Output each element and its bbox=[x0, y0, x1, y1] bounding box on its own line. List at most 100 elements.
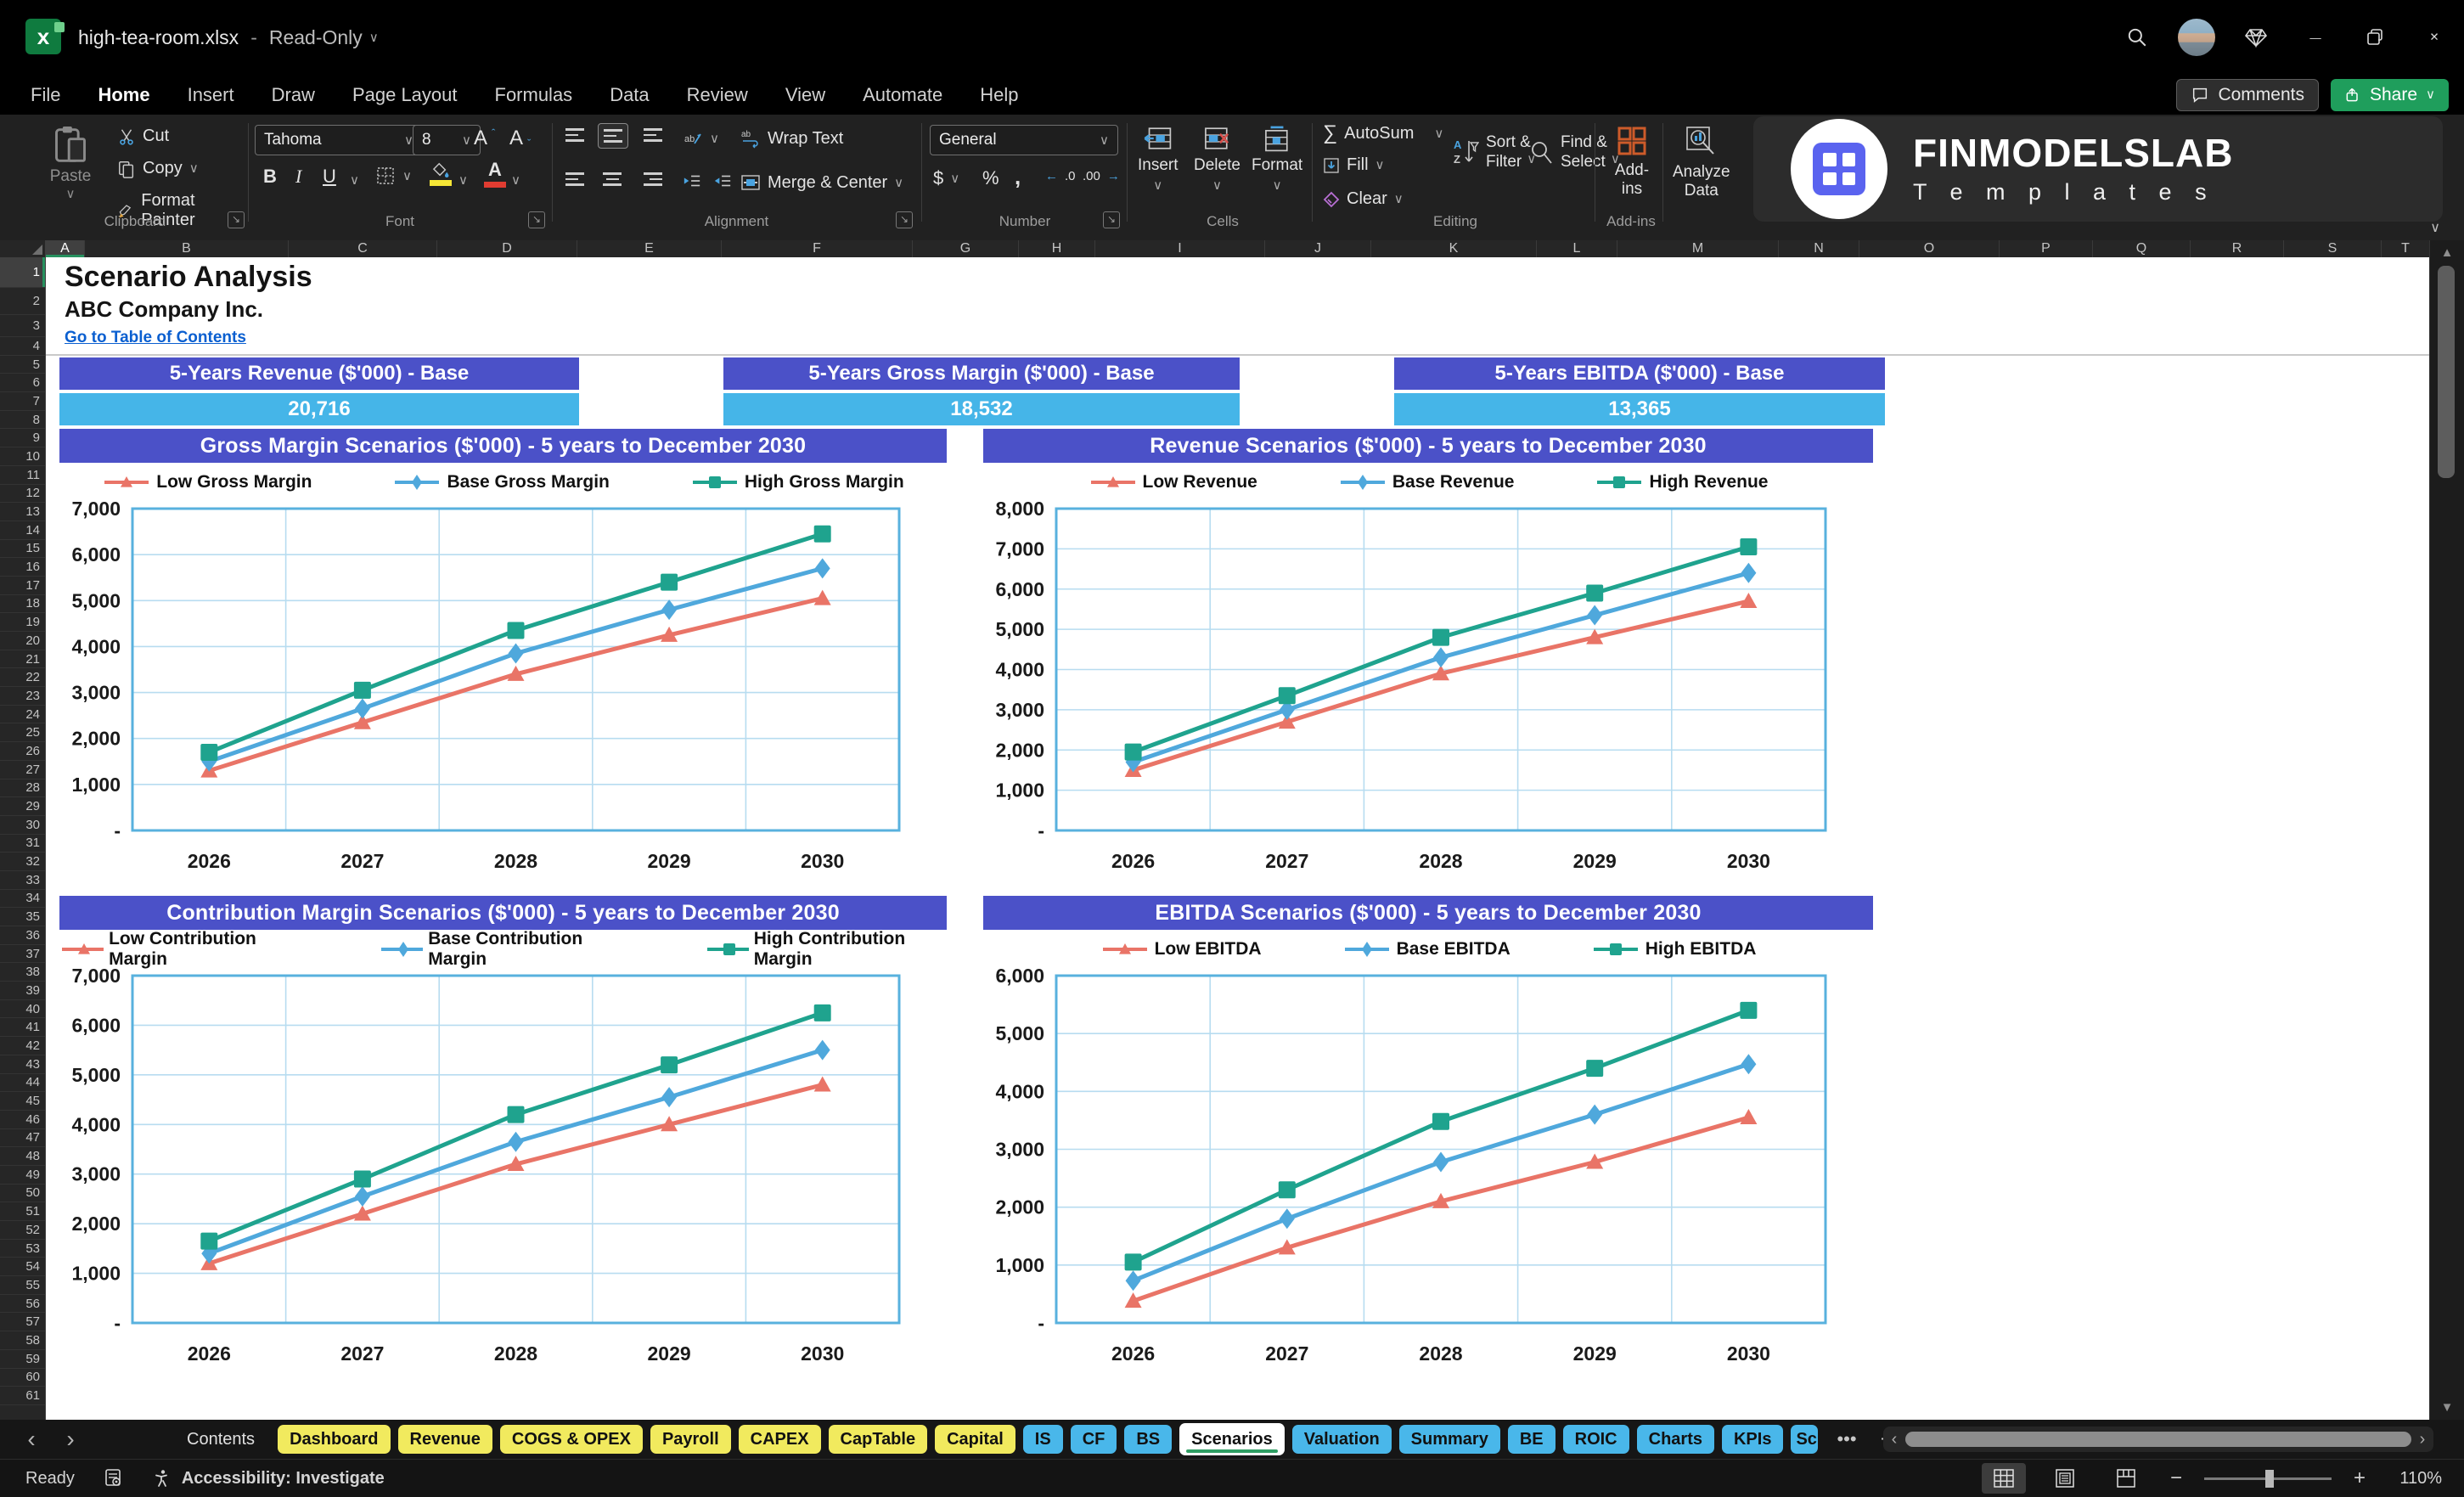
column-header-M[interactable]: M bbox=[1617, 240, 1779, 257]
row-header-48[interactable]: 48 bbox=[0, 1147, 45, 1166]
row-header-5[interactable]: 5 bbox=[0, 356, 45, 374]
comments-button[interactable]: Comments bbox=[2176, 78, 2319, 111]
column-header-D[interactable]: D bbox=[437, 240, 577, 257]
number-format-select[interactable]: General ∨ bbox=[930, 125, 1118, 155]
premium-button[interactable] bbox=[2226, 0, 2286, 75]
zoom-slider-thumb[interactable] bbox=[2264, 1469, 2274, 1488]
sort-filter-button[interactable]: A Z Sort & Filter ∨ bbox=[1454, 133, 1537, 171]
scroll-up-icon[interactable]: ▲ bbox=[2440, 245, 2454, 260]
row-header-57[interactable]: 57 bbox=[0, 1313, 45, 1332]
ribbon-tab-data[interactable]: Data bbox=[591, 75, 667, 115]
align-center-button[interactable] bbox=[598, 167, 627, 191]
increase-decimal-button[interactable]: ← .0 bbox=[1045, 169, 1076, 183]
sheet-tab-revenue[interactable]: Revenue bbox=[397, 1425, 492, 1454]
sheet-tab-charts[interactable]: Charts bbox=[1636, 1425, 1714, 1454]
fill-button[interactable]: Fill ∨ bbox=[1323, 155, 1385, 175]
row-header-18[interactable]: 18 bbox=[0, 595, 45, 614]
row-header-12[interactable]: 12 bbox=[0, 485, 45, 504]
bold-button[interactable]: B bbox=[263, 166, 277, 187]
row-header-41[interactable]: 41 bbox=[0, 1018, 45, 1038]
readonly-badge[interactable]: Read-Only ∨ bbox=[268, 25, 379, 48]
orientation-button[interactable]: ab ∨ bbox=[683, 128, 719, 149]
row-header-31[interactable]: 31 bbox=[0, 835, 45, 853]
row-header-54[interactable]: 54 bbox=[0, 1258, 45, 1277]
sheet-tab-capex[interactable]: CAPEX bbox=[738, 1425, 821, 1454]
row-header-43[interactable]: 43 bbox=[0, 1055, 45, 1074]
chevron-down-icon[interactable]: ∨ bbox=[458, 173, 468, 188]
row-header-6[interactable]: 6 bbox=[0, 374, 45, 393]
column-header-B[interactable]: B bbox=[85, 240, 289, 257]
row-header-33[interactable]: 33 bbox=[0, 871, 45, 890]
row-header-20[interactable]: 20 bbox=[0, 632, 45, 650]
autosum-button[interactable]: ∑ AutoSum ∨ bbox=[1323, 121, 1444, 144]
scroll-right-icon[interactable]: › bbox=[2419, 1429, 2426, 1449]
previous-sheet-button[interactable]: ‹ bbox=[12, 1425, 51, 1454]
row-header-61[interactable]: 61 bbox=[0, 1387, 45, 1405]
table-of-contents-link[interactable]: Go to Table of Contents bbox=[65, 329, 246, 346]
row-header-49[interactable]: 49 bbox=[0, 1166, 45, 1185]
vertical-scroll-thumb[interactable] bbox=[2438, 266, 2455, 478]
row-header-25[interactable]: 25 bbox=[0, 723, 45, 743]
accounting-format-button[interactable]: $ ∨ bbox=[933, 167, 960, 189]
sheet-tab-roic[interactable]: ROIC bbox=[1562, 1425, 1629, 1454]
row-header-17[interactable]: 17 bbox=[0, 577, 45, 595]
column-header-H[interactable]: H bbox=[1019, 240, 1095, 257]
row-header-55[interactable]: 55 bbox=[0, 1276, 45, 1295]
sheet-tab-capital[interactable]: Capital bbox=[935, 1425, 1015, 1454]
column-header-L[interactable]: L bbox=[1537, 240, 1617, 257]
column-header-I[interactable]: I bbox=[1095, 240, 1265, 257]
row-header-27[interactable]: 27 bbox=[0, 761, 45, 779]
column-header-O[interactable]: O bbox=[1859, 240, 2000, 257]
minimize-button[interactable]: — bbox=[2286, 0, 2345, 75]
collapse-ribbon-button[interactable]: ∨ bbox=[2425, 218, 2445, 237]
row-header-51[interactable]: 51 bbox=[0, 1202, 45, 1221]
sheet-tab-cf[interactable]: CF bbox=[1070, 1425, 1117, 1454]
underline-button[interactable]: U bbox=[323, 166, 336, 187]
align-top-button[interactable] bbox=[560, 123, 589, 147]
column-header-E[interactable]: E bbox=[577, 240, 722, 257]
sheet-tab-kpis[interactable]: KPIs bbox=[1721, 1425, 1784, 1454]
column-header-J[interactable]: J bbox=[1265, 240, 1371, 257]
merge-center-button[interactable]: Merge & Center ∨ bbox=[740, 172, 903, 193]
page-layout-view-button[interactable] bbox=[2043, 1463, 2087, 1494]
horizontal-scrollbar[interactable]: ‹ › bbox=[1883, 1427, 2433, 1452]
row-header-16[interactable]: 16 bbox=[0, 558, 45, 577]
ribbon-tab-page-layout[interactable]: Page Layout bbox=[334, 75, 476, 115]
row-header-47[interactable]: 47 bbox=[0, 1129, 45, 1148]
workbook-statistics-button[interactable] bbox=[104, 1468, 124, 1489]
row-header-19[interactable]: 19 bbox=[0, 613, 45, 632]
horizontal-scroll-thumb[interactable] bbox=[1905, 1432, 2411, 1447]
row-header-26[interactable]: 26 bbox=[0, 742, 45, 761]
zoom-in-button[interactable]: + bbox=[2349, 1466, 2371, 1491]
row-header-8[interactable]: 8 bbox=[0, 411, 45, 430]
increase-indent-button[interactable] bbox=[713, 172, 732, 189]
row-header-35[interactable]: 35 bbox=[0, 908, 45, 926]
row-header-3[interactable]: 3 bbox=[0, 315, 45, 337]
row-header-29[interactable]: 29 bbox=[0, 797, 45, 816]
row-header-11[interactable]: 11 bbox=[0, 466, 45, 485]
next-sheet-button[interactable]: › bbox=[51, 1425, 90, 1454]
align-right-button[interactable] bbox=[639, 167, 667, 191]
font-size-select[interactable]: 8 ∨ bbox=[413, 125, 481, 155]
sheet-tab-summary[interactable]: Summary bbox=[1398, 1425, 1500, 1454]
wrap-text-button[interactable]: ab Wrap Text bbox=[741, 128, 844, 149]
row-header-44[interactable]: 44 bbox=[0, 1074, 45, 1093]
ribbon-tab-automate[interactable]: Automate bbox=[844, 75, 961, 115]
sheet-tab-valuation[interactable]: Valuation bbox=[1291, 1425, 1392, 1454]
find-select-button[interactable]: Find & Select ∨ bbox=[1528, 133, 1620, 172]
row-header-14[interactable]: 14 bbox=[0, 521, 45, 540]
row-header-45[interactable]: 45 bbox=[0, 1092, 45, 1111]
ribbon-tab-insert[interactable]: Insert bbox=[169, 75, 253, 115]
decrease-decimal-button[interactable]: .00 → bbox=[1083, 169, 1120, 183]
font-color-button[interactable]: A bbox=[484, 160, 506, 188]
row-header-52[interactable]: 52 bbox=[0, 1221, 45, 1240]
close-button[interactable]: ✕ bbox=[2405, 0, 2464, 75]
analyze-data-button[interactable]: Analyze Data bbox=[1673, 125, 1730, 200]
column-header-K[interactable]: K bbox=[1371, 240, 1537, 257]
row-header-34[interactable]: 34 bbox=[0, 890, 45, 909]
row-header-50[interactable]: 50 bbox=[0, 1185, 45, 1203]
row-header-58[interactable]: 58 bbox=[0, 1331, 45, 1350]
vertical-scrollbar[interactable]: ▲ ▼ bbox=[2429, 240, 2464, 1420]
row-header-7[interactable]: 7 bbox=[0, 392, 45, 411]
